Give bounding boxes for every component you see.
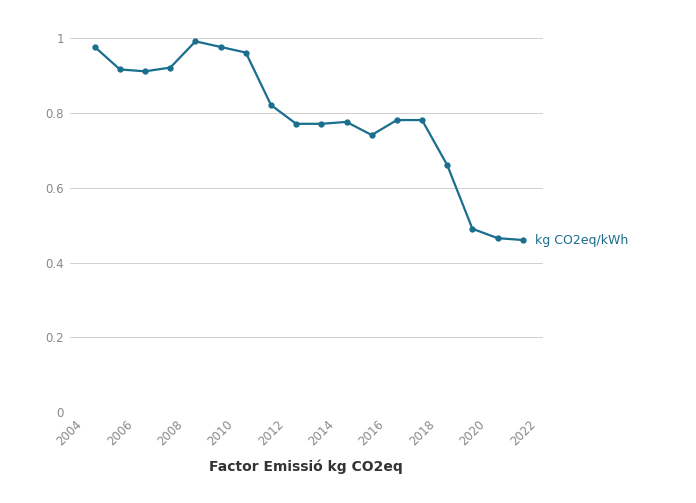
Text: kg CO2eq/kWh: kg CO2eq/kWh [526,233,628,246]
X-axis label: Factor Emissió kg CO2eq: Factor Emissió kg CO2eq [209,459,403,474]
